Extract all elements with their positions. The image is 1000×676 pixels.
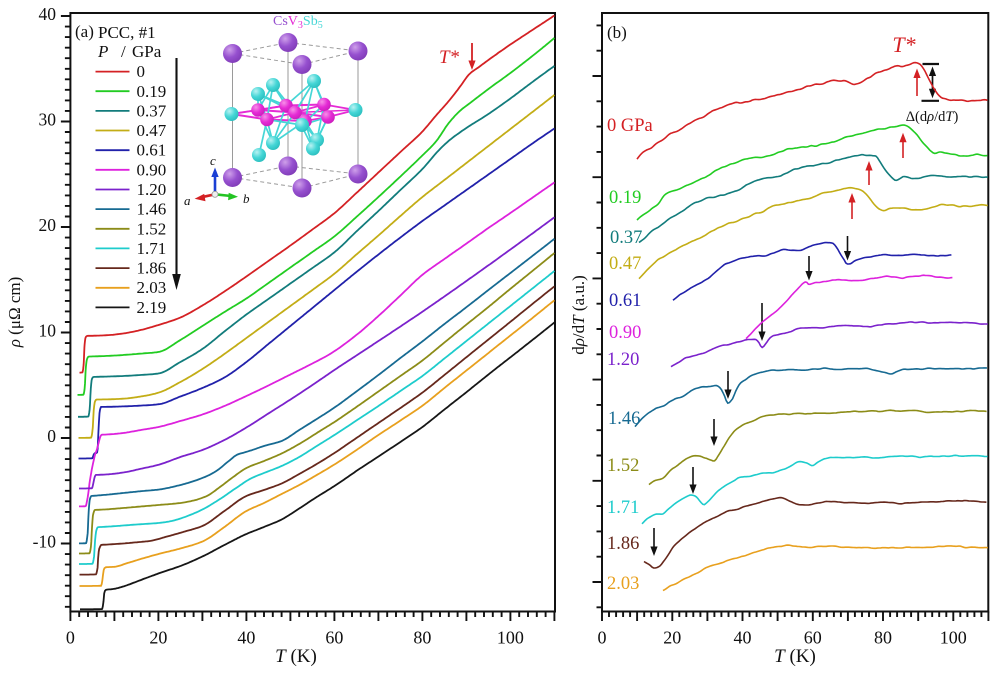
svg-text:20: 20 <box>149 628 167 648</box>
svg-text:1.52: 1.52 <box>137 219 167 238</box>
svg-text:80: 80 <box>413 628 431 648</box>
svg-text:c: c <box>210 153 216 168</box>
svg-text:(b): (b) <box>607 23 627 42</box>
svg-text:2.03: 2.03 <box>137 278 167 297</box>
svg-text:1.86: 1.86 <box>137 259 167 278</box>
svg-text:2.03: 2.03 <box>607 574 639 594</box>
svg-text:1.86: 1.86 <box>607 534 639 554</box>
svg-text:T*: T* <box>439 47 460 68</box>
svg-text:100: 100 <box>940 628 967 648</box>
svg-text:0: 0 <box>137 62 146 81</box>
svg-text:80: 80 <box>874 628 892 648</box>
svg-text:0.47: 0.47 <box>137 121 167 140</box>
svg-text:1.71: 1.71 <box>137 239 167 258</box>
svg-text:1.71: 1.71 <box>607 498 639 518</box>
svg-text:40: 40 <box>39 4 57 24</box>
svg-text:0: 0 <box>47 426 56 446</box>
svg-text:1.20: 1.20 <box>607 350 639 370</box>
svg-text:1.46: 1.46 <box>608 409 640 429</box>
svg-text:0.47: 0.47 <box>609 254 641 274</box>
svg-text:-10: -10 <box>33 532 57 552</box>
svg-text:ρ (μΩ cm): ρ (μΩ cm) <box>5 277 24 349</box>
svg-text:60: 60 <box>804 628 822 648</box>
svg-text:60: 60 <box>325 628 343 648</box>
svg-text:Δ(dρ/dT): Δ(dρ/dT) <box>906 109 959 125</box>
svg-text:0 GPa: 0 GPa <box>607 116 653 136</box>
svg-text:40: 40 <box>237 628 255 648</box>
svg-text:T (K): T (K) <box>774 646 816 667</box>
svg-text:30: 30 <box>39 110 57 130</box>
svg-text:0.61: 0.61 <box>609 291 641 311</box>
svg-text:20: 20 <box>663 628 681 648</box>
svg-text:(a): (a) <box>75 22 94 41</box>
svg-text:P/GPa: P / GPa <box>97 42 162 61</box>
svg-text:2.19: 2.19 <box>137 298 167 317</box>
svg-text:a: a <box>184 193 191 208</box>
svg-text:0.90: 0.90 <box>609 323 641 343</box>
svg-text:0.19: 0.19 <box>137 82 167 101</box>
svg-text:1.20: 1.20 <box>137 180 167 199</box>
svg-text:CsV3Sb5: CsV3Sb5 <box>273 14 323 31</box>
svg-text:1.52: 1.52 <box>607 456 639 476</box>
svg-text:0.61: 0.61 <box>137 141 167 160</box>
svg-text:20: 20 <box>39 215 57 235</box>
svg-text:10: 10 <box>39 321 57 341</box>
svg-text:PCC, #1: PCC, #1 <box>98 23 156 42</box>
svg-text:dρ/dT (a.u.): dρ/dT (a.u.) <box>569 275 588 355</box>
svg-text:T (K): T (K) <box>275 646 317 667</box>
svg-text:1.46: 1.46 <box>137 200 167 219</box>
svg-text:0.19: 0.19 <box>609 188 641 208</box>
svg-text:100: 100 <box>497 628 524 648</box>
svg-text:T*: T* <box>892 32 915 57</box>
svg-text:0.37: 0.37 <box>137 101 167 120</box>
svg-text:0.37: 0.37 <box>610 228 642 248</box>
svg-text:0.90: 0.90 <box>137 160 167 179</box>
svg-text:b: b <box>243 191 250 206</box>
svg-text:0: 0 <box>66 628 75 648</box>
svg-text:0: 0 <box>598 628 607 648</box>
svg-text:40: 40 <box>734 628 752 648</box>
